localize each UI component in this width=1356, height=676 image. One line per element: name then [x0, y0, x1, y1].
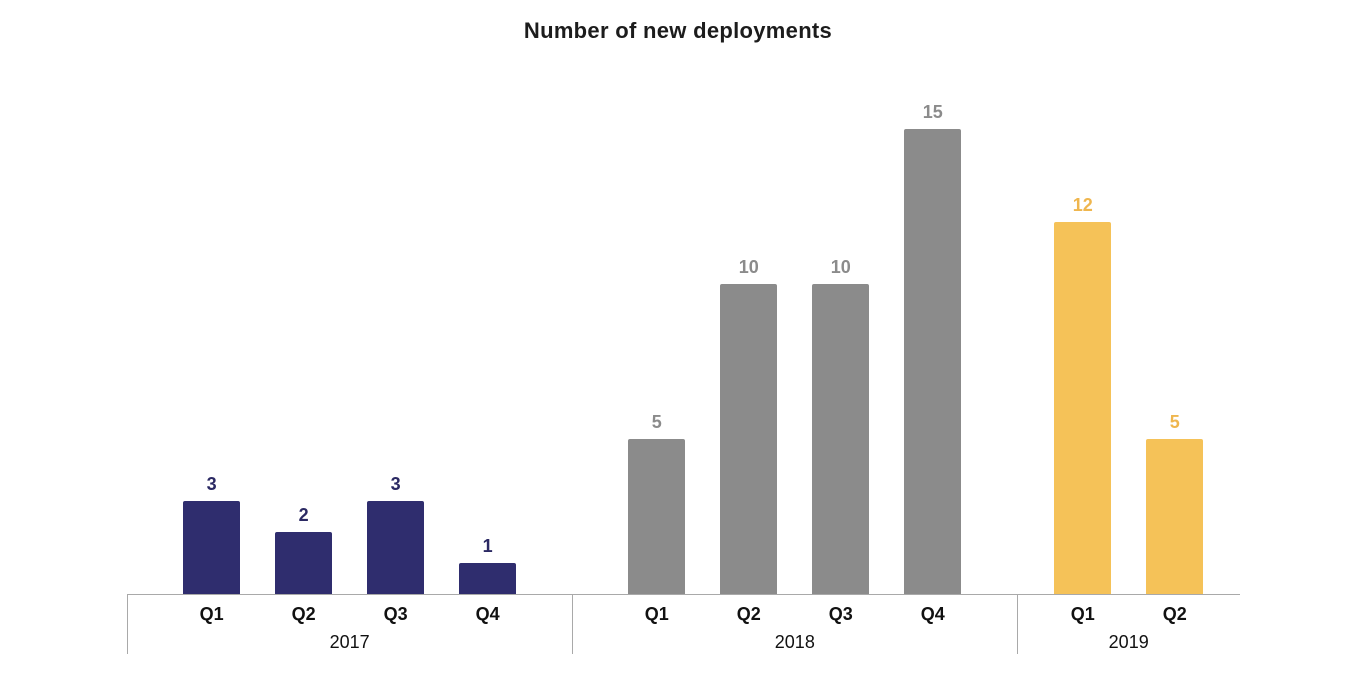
bar-slot-2018-Q4: 15: [904, 102, 962, 594]
bar-2017-Q2: [275, 532, 333, 594]
quarter-label: Q2: [1162, 604, 1187, 624]
bars-row: 5 10 10 15: [572, 74, 1017, 594]
bar-slot-2018-Q2: 10: [720, 257, 778, 594]
quarter-label: Q4: [475, 604, 500, 624]
bar-value-label: 1: [482, 536, 493, 556]
quarter-axis-row: Q1 Q2 Q3 Q4: [572, 594, 1018, 625]
year-group-2018: 5 10 10 15 Q1 Q2 Q3 Q4 2018: [572, 74, 1018, 654]
quarter-label: Q3: [383, 604, 408, 624]
chart-title: Number of new deployments: [523, 18, 833, 43]
bar-value-label: 12: [1072, 195, 1093, 215]
bar-value-label: 2: [298, 505, 309, 525]
bar-2018-Q3: [812, 284, 870, 594]
bar-2017-Q4: [459, 563, 517, 594]
year-group-2019: 12 5 Q1 Q2 2019: [1017, 74, 1240, 654]
bar-2017-Q3: [367, 501, 425, 594]
bar-value-label: 5: [651, 412, 662, 432]
quarter-label: Q1: [644, 604, 669, 624]
bar-value-label: 10: [830, 257, 851, 277]
bars-row: 12 5: [1017, 74, 1240, 594]
bars-row: 3 2 3 1: [127, 74, 572, 594]
bar-value-label: 3: [390, 474, 401, 494]
quarter-label: Q1: [1070, 604, 1095, 624]
bar-slot-2017-Q4: 1: [459, 536, 517, 594]
year-label: 2019: [1108, 632, 1149, 652]
quarter-axis-row: Q1 Q2 Q3 Q4: [127, 594, 573, 625]
bar-2018-Q4: [904, 129, 962, 594]
bar-slot-2019-Q2: 5: [1146, 412, 1204, 594]
bar-slot-2019-Q1: 12: [1054, 195, 1112, 594]
bar-2019-Q1: [1054, 222, 1112, 594]
bar-chart: 3 2 3 1 Q1 Q2 Q3 Q4 2017 5 10 10 15 Q1 Q2 Q3 Q4 2018 12 5 Q1…: [127, 74, 1240, 654]
bar-2019-Q2: [1146, 439, 1204, 594]
year-label: 2018: [774, 632, 815, 652]
bar-2018-Q2: [720, 284, 778, 594]
bar-slot-2018-Q3: 10: [812, 257, 870, 594]
quarter-axis-row: Q1 Q2: [1017, 594, 1240, 625]
quarter-label: Q2: [291, 604, 316, 624]
bar-value-label: 15: [922, 102, 943, 122]
year-label: 2017: [329, 632, 370, 652]
quarter-label: Q3: [828, 604, 853, 624]
quarter-label: Q4: [920, 604, 945, 624]
year-axis-row: 2019: [1017, 625, 1240, 653]
year-axis-row: 2017: [127, 625, 572, 653]
quarter-label: Q2: [736, 604, 761, 624]
quarter-label: Q1: [199, 604, 224, 624]
bar-value-label: 3: [206, 474, 217, 494]
year-axis-row: 2018: [572, 625, 1017, 653]
bar-2017-Q1: [183, 501, 241, 594]
bar-slot-2018-Q1: 5: [628, 412, 686, 594]
bar-slot-2017-Q2: 2: [275, 505, 333, 594]
bar-slot-2017-Q1: 3: [183, 474, 241, 594]
bar-value-label: 10: [738, 257, 759, 277]
bar-slot-2017-Q3: 3: [367, 474, 425, 594]
bar-2018-Q1: [628, 439, 686, 594]
year-group-2017: 3 2 3 1 Q1 Q2 Q3 Q4 2017: [127, 74, 573, 654]
bar-value-label: 5: [1169, 412, 1180, 432]
